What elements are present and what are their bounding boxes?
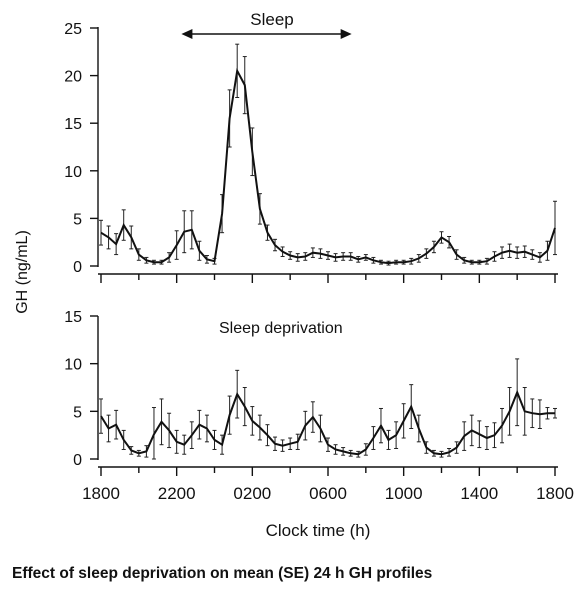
x-tick-label: 0600	[309, 484, 347, 503]
y-tick-label: 10	[64, 164, 82, 181]
y-tick-label: 15	[64, 116, 82, 133]
top-y-ticks: 0 5 10 15 20 25	[64, 21, 98, 276]
sleep-panel: 0 5 10 15 20 25 Sleep	[64, 10, 558, 283]
x-tick-label: 1800	[536, 484, 574, 503]
x-tick-label: 1400	[460, 484, 498, 503]
y-tick-label: 5	[73, 211, 82, 228]
sleep-deprivation-panel: 0 5 10 15 1800 2200 0200 0600 1000 1400 1800 Slee…	[64, 309, 574, 503]
y-tick-label: 10	[64, 357, 82, 374]
top-x-ticks	[100, 274, 556, 283]
y-tick-label: 20	[64, 69, 82, 86]
y-tick-label: 15	[64, 309, 82, 326]
x-tick-label: 1000	[385, 484, 423, 503]
y-tick-label: 0	[73, 259, 82, 276]
y-tick-label: 0	[73, 452, 82, 469]
x-tick-label: 0200	[233, 484, 271, 503]
bottom-y-ticks: 0 5 10 15	[64, 309, 98, 469]
figure-caption: Effect of sleep deprivation on mean (SE)…	[12, 565, 433, 582]
top-mean-line	[100, 67, 556, 265]
y-tick-label: 25	[64, 21, 82, 38]
error-bar	[99, 219, 103, 246]
x-axis-label: Clock time (h)	[266, 521, 371, 540]
top-error-bars	[99, 43, 557, 266]
x-tick-label: 2200	[158, 484, 196, 503]
y-axis-label: GH (ng/mL)	[14, 230, 31, 314]
bottom-x-ticks: 1800 2200 0200 0600 1000 1400 1800	[82, 467, 574, 503]
y-tick-label: 5	[73, 404, 82, 421]
bottom-mean-line	[100, 389, 555, 456]
sleep-period-arrow	[181, 29, 352, 39]
x-tick-label: 1800	[82, 484, 120, 503]
sleep-deprivation-label: Sleep deprivation	[219, 320, 343, 337]
sleep-label: Sleep	[250, 10, 293, 29]
